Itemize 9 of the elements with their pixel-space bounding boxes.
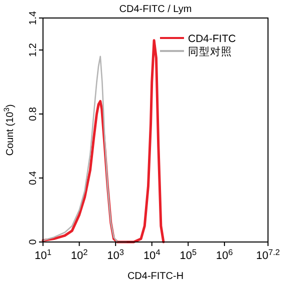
chart-title: CD4-FITC / Lym [119, 4, 192, 15]
x-axis-title: CD4-FITC-H [127, 271, 184, 282]
y-tick-label: 0 [28, 238, 39, 245]
y-tick-label: 0.8 [28, 106, 39, 121]
y-tick-label: 1.4 [28, 10, 39, 25]
legend-label: CD4-FITC [188, 33, 236, 45]
y-tick-label: 1.2 [28, 42, 39, 57]
legend-label: 同型对照 [188, 45, 232, 58]
y-tick-label: 0.4 [28, 170, 39, 185]
